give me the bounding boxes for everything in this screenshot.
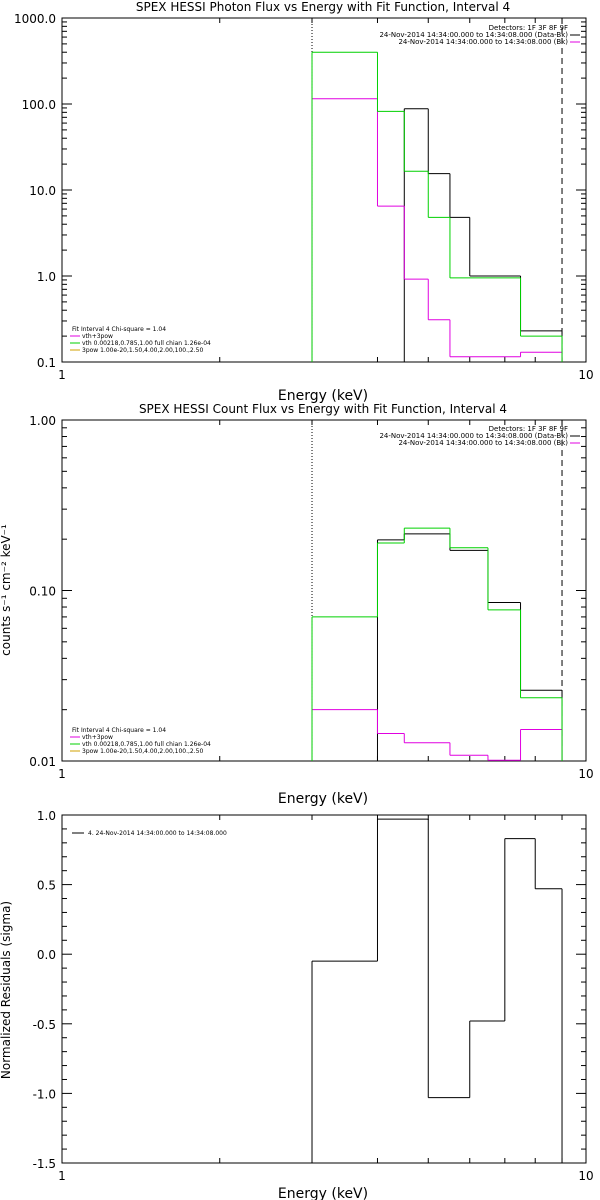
y-tick-label: 1000.0 <box>14 12 56 26</box>
y-tick-label: -1.5 <box>33 1157 56 1171</box>
photon-flux-header-line-1: Detectors: 1F 3F 8F 9F <box>489 24 568 32</box>
residuals-legend-text: 4. 24-Nov-2014 14:34:00.000 to 14:34:08.… <box>88 830 227 837</box>
photon-flux-fitinfo-line-4: 3pow 1.00e-20,1.50,4.00,2.00,100.,2.50 <box>82 347 203 354</box>
count-flux-ylabel: counts s⁻¹ cm⁻² keV⁻¹ <box>0 524 13 656</box>
photon-flux-header-line-2: 24-Nov-2014 14:34:00.000 to 14:34:08.000… <box>379 31 568 39</box>
plot-frame <box>61 17 587 363</box>
y-tick-label: 10.0 <box>29 184 56 198</box>
series-3-steps <box>311 527 563 761</box>
count-flux-header-line-3: 24-Nov-2014 14:34:00.000 to 14:34:08.000… <box>398 439 568 447</box>
count-flux-fitinfo-line-4: 3pow 1.00e-20,1.50,4.00,2.00,100.,2.50 <box>82 748 203 755</box>
series-3-steps <box>311 51 563 362</box>
count-flux-fitinfo-line-1: Fit Interval 4 Chi-square = 1.04 <box>72 727 166 734</box>
residuals-xlabel: Energy (keV) <box>278 1186 368 1200</box>
y-tick-label: 0.0 <box>37 948 56 962</box>
count-flux-header-line-2: 24-Nov-2014 14:34:00.000 to 14:34:08.000… <box>379 432 568 440</box>
photon-flux-xlabel: Energy (keV) <box>278 388 368 404</box>
x-tick-label: 1 <box>58 368 66 382</box>
series-2-steps <box>311 98 563 362</box>
residuals-ylabel: Normalized Residuals (sigma) <box>0 901 13 1079</box>
y-tick-label: 1.0 <box>37 270 56 284</box>
x-tick-label: 1 <box>58 1169 66 1183</box>
series-1-steps <box>311 818 563 1163</box>
count-flux-fitinfo-line-2: vth+3pow <box>82 734 113 741</box>
count-flux-panel: SPEX HESSI Count Flux vs Energy with Fit… <box>0 402 594 807</box>
y-tick-label: 0.01 <box>29 755 56 769</box>
count-flux-title: SPEX HESSI Count Flux vs Energy with Fit… <box>139 402 507 416</box>
x-tick-label: 10 <box>578 767 593 781</box>
y-tick-label: 100.0 <box>22 98 56 112</box>
photon-flux-fitinfo-line-3: vth 0.00218,0.785,1.00 full chian 1.26e-… <box>82 340 211 347</box>
count-flux-header-line-1: Detectors: 1F 3F 8F 9F <box>489 425 568 433</box>
y-tick-label: 1.00 <box>29 414 56 428</box>
count-flux-fitinfo-line-3: vth 0.00218,0.785,1.00 full chian 1.26e-… <box>82 741 211 748</box>
photon-flux-title: SPEX HESSI Photon Flux vs Energy with Fi… <box>136 0 510 14</box>
x-tick-label: 10 <box>578 368 593 382</box>
series-1-steps <box>403 108 563 362</box>
residuals-panel: Energy (keV) Normalized Residuals (sigma… <box>0 809 594 1200</box>
photon-flux-header-line-3: 24-Nov-2014 14:34:00.000 to 14:34:08.000… <box>398 38 568 46</box>
photon-flux-panel: SPEX HESSI Photon Flux vs Energy with Fi… <box>14 0 594 404</box>
y-tick-label: 0.1 <box>37 356 56 370</box>
x-tick-label: 10 <box>578 1169 593 1183</box>
photon-flux-fitinfo-line-2: vth+3pow <box>82 333 113 340</box>
y-tick-label: 0.10 <box>29 585 56 599</box>
x-tick-label: 1 <box>58 767 66 781</box>
y-tick-label: -0.5 <box>33 1018 56 1032</box>
series-1-steps <box>376 533 563 761</box>
y-tick-label: 1.0 <box>37 809 56 823</box>
count-flux-xlabel: Energy (keV) <box>278 791 368 807</box>
series-2-steps <box>311 709 563 761</box>
photon-flux-fitinfo-line-1: Fit Interval 4 Chi-square = 1.04 <box>72 326 166 333</box>
plot-frame <box>61 814 587 1164</box>
y-tick-label: 0.5 <box>37 879 56 893</box>
y-tick-label: -1.0 <box>33 1087 56 1101</box>
